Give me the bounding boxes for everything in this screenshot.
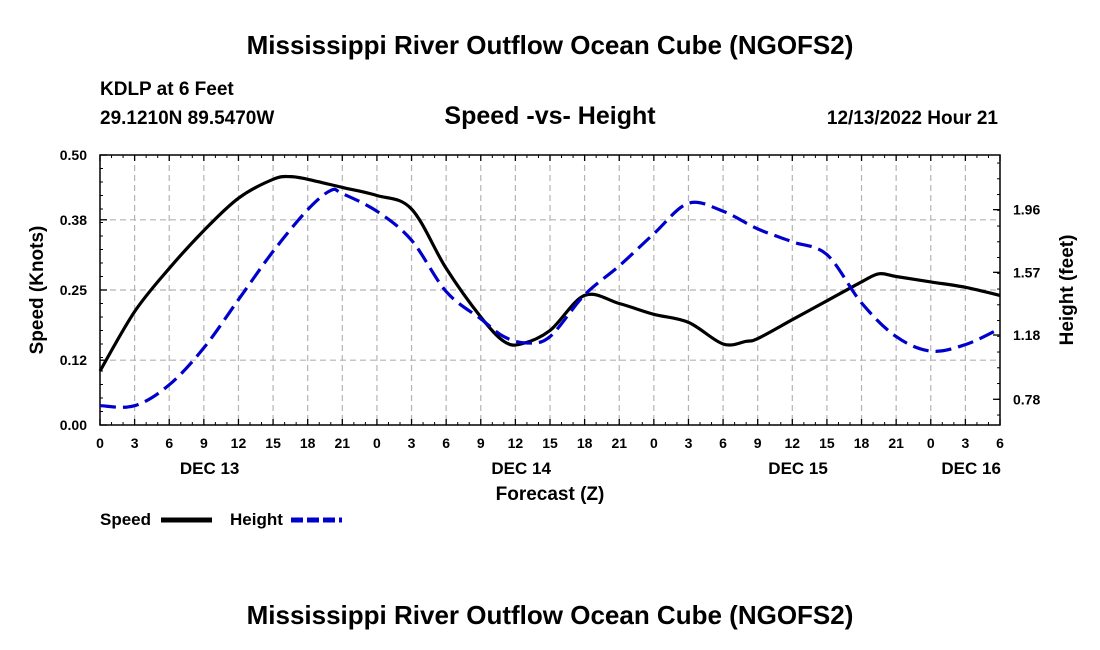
x-tick-label: 18 [854,435,870,451]
chart-title: Speed -vs- Height [444,102,656,130]
station-name: KDLP at 6 Feet [100,79,234,100]
run-time: 12/13/2022 Hour 21 [827,108,999,129]
footer-title: Mississippi River Outflow Ocean Cube (NG… [247,600,854,630]
x-tick-label: 0 [927,435,935,451]
date-label: DEC 14 [491,459,551,478]
x-tick-label: 0 [373,435,381,451]
station-coordinates: 29.1210N 89.5470W [100,108,274,129]
x-tick-label: 18 [300,435,316,451]
x-tick-label: 12 [508,435,524,451]
x-tick-label: 6 [719,435,727,451]
x-tick-label: 3 [408,435,416,451]
x-tick-label: 0 [650,435,658,451]
x-tick-label: 12 [785,435,801,451]
x-tick-label: 15 [819,435,835,451]
x-tick-label: 12 [231,435,247,451]
series-line-height [99,187,1001,409]
legend: Speed Height [100,510,342,529]
x-tick-label: 3 [131,435,139,451]
series-line-speed [98,174,1001,372]
y-tick-label: 0.12 [60,352,87,368]
x-tick-label: 21 [335,435,351,451]
x-tick-label: 9 [754,435,762,451]
x-tick-label: 15 [265,435,281,451]
plot-area: 0 3 6 9 12 15 18 21 0 3 6 9 12 15 18 21 0 3 6 9 12 15 18 21 0 3 6D… [60,147,1041,478]
y2-tick-label: 1.18 [1013,327,1040,343]
x-axis-label: Forecast (Z) [496,484,605,505]
y-tick-label: 0.25 [60,282,87,298]
page-title: Mississippi River Outflow Ocean Cube (NG… [247,30,854,60]
plot-frame [99,154,1001,426]
y-tick-label: 0.00 [60,417,87,433]
y2-tick-label: 0.78 [1013,391,1040,407]
date-label: DEC 15 [768,459,828,478]
date-label: DEC 13 [180,459,240,478]
x-tick-label: 6 [442,435,450,451]
y2-tick-label: 1.96 [1013,202,1040,218]
x-tick-label: 18 [577,435,593,451]
y-axis-label: Speed (Knots) [27,226,48,355]
y2-axis-label: Height (feet) [1057,235,1078,346]
x-tick-label: 6 [165,435,173,451]
x-tick-label: 15 [542,435,558,451]
x-tick-label: 9 [200,435,208,451]
legend-speed-label: Speed [100,510,151,529]
x-tick-label: 9 [477,435,485,451]
x-tick-label: 3 [685,435,693,451]
x-tick-label: 3 [961,435,969,451]
y-tick-label: 0.50 [60,147,87,163]
y2-tick-label: 1.57 [1013,264,1040,280]
date-label: DEC 16 [941,459,1001,478]
x-tick-label: 21 [611,435,627,451]
y-tick-label: 0.38 [60,212,87,228]
x-tick-label: 0 [96,435,104,451]
x-tick-label: 21 [888,435,904,451]
legend-height-label: Height [230,510,283,529]
x-tick-label: 6 [996,435,1004,451]
